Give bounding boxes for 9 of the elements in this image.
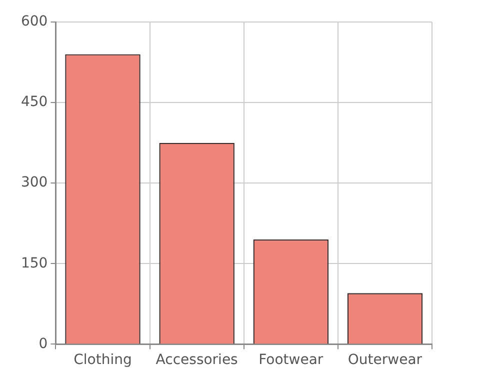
x-tick-label: Outerwear	[348, 352, 422, 368]
y-tick-label: 300	[20, 174, 48, 191]
y-tick-label: 450	[20, 94, 48, 110]
y-tick-label: 0	[38, 336, 48, 352]
x-tick-label: Footwear	[258, 352, 324, 368]
y-tick-label: 600	[20, 14, 48, 30]
x-tick-label: Clothing	[74, 352, 132, 368]
x-tick-label: Accessories	[156, 352, 238, 368]
y-tick-label: 150	[20, 255, 48, 272]
